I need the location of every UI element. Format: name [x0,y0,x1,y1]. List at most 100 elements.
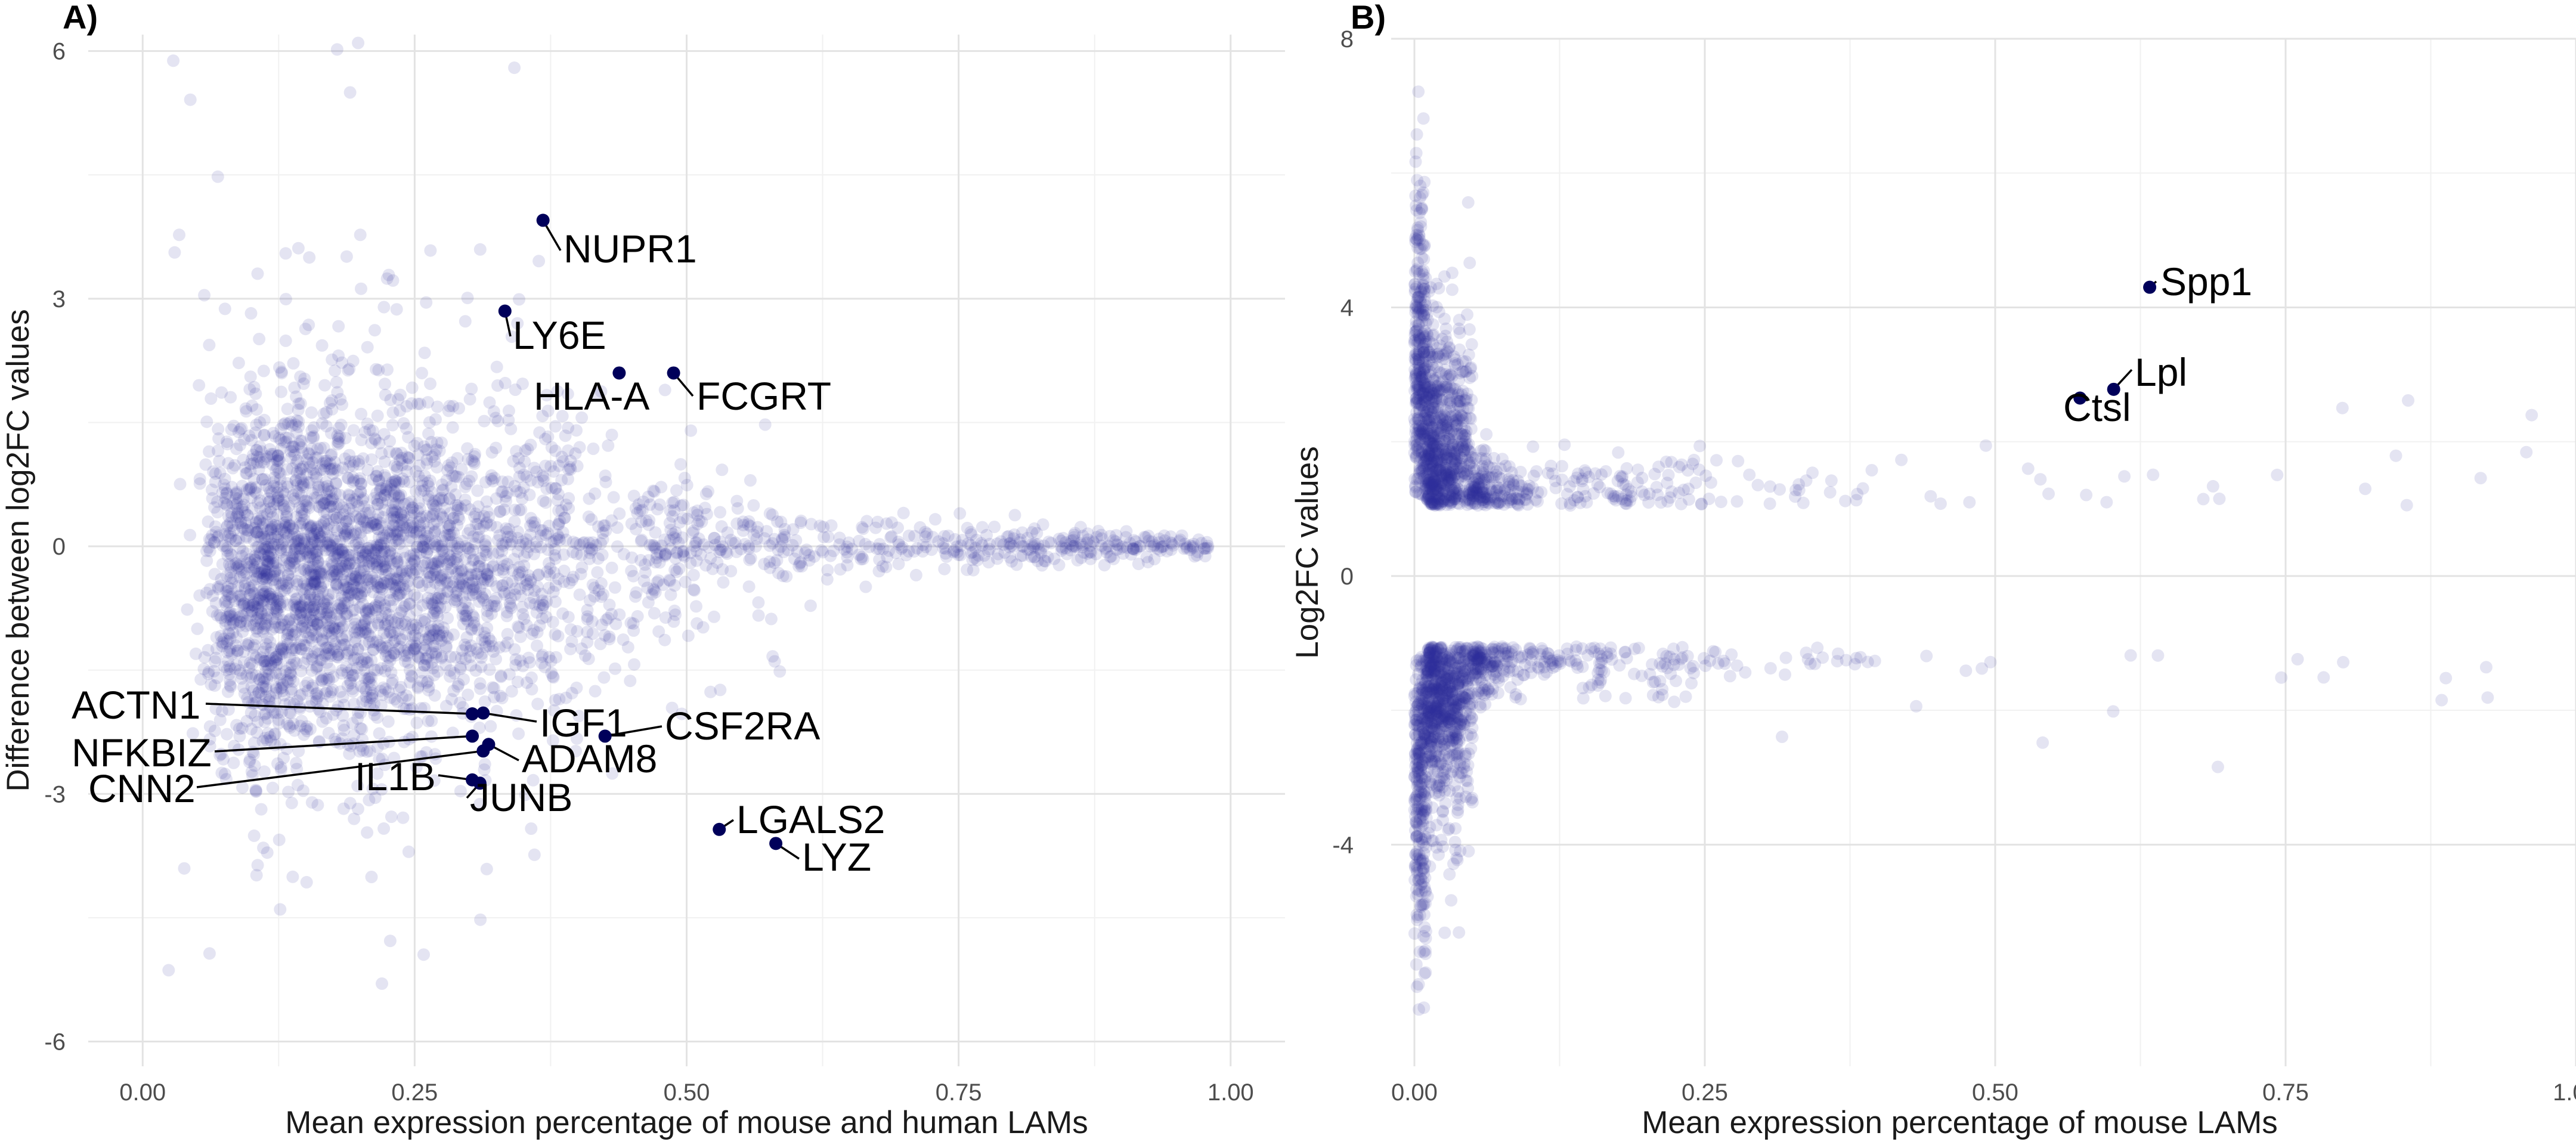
scatter-point [262,556,275,570]
scatter-point [428,623,441,636]
gene-label: ADAM8 [522,736,657,781]
scatter-point [402,431,415,444]
scatter-point [275,366,288,378]
scatter-point [423,416,436,429]
scatter-point [478,763,491,776]
scatter-point [581,626,594,639]
scatter-point [354,566,367,579]
scatter-point [1032,542,1045,555]
scatter-point [388,485,401,498]
scatter-point [536,410,549,423]
scatter-point [508,61,521,75]
scatter-point [402,694,416,707]
scatter-point [760,525,773,538]
scatter-point [243,561,256,574]
scatter-point [402,845,415,858]
scatter-point [466,454,479,467]
scatter-point [670,484,683,497]
scatter-point [379,377,391,391]
scatter-point [627,570,640,583]
scatter-point [355,407,368,420]
scatter-point [699,487,713,500]
scatter-point [501,558,514,571]
scatter-point [284,669,298,682]
scatter-point [386,406,400,419]
scatter-point [547,465,560,478]
scatter-point [258,530,271,543]
scatter-point [321,536,335,549]
scatter-point [357,564,370,577]
scatter-point [1126,542,1140,555]
scatter-point [389,584,402,597]
scatter-point [342,549,355,561]
scatter-point [206,492,219,505]
scatter-point [256,517,270,530]
scatter-point [766,650,779,663]
scatter-point [288,381,301,394]
scatter-point [639,558,652,571]
scatter-point [1443,868,1456,881]
scatter-point [271,454,284,467]
scatter-point [288,556,301,570]
scatter-point [378,455,391,468]
scatter-point [411,649,425,663]
scatter-point [277,494,290,507]
scatter-point [583,492,596,505]
scatter-point [668,579,681,592]
scatter-point [453,580,466,593]
scatter-point [488,600,501,613]
scatter-point [696,621,710,634]
scatter-point [230,485,243,499]
scatter-point [478,573,491,586]
scatter-point [305,695,318,708]
scatter-point [628,658,640,671]
scatter-point [752,609,765,622]
scatter-point [632,498,645,511]
scatter-point [220,498,233,511]
scatter-point [324,494,338,507]
scatter-point [491,414,504,428]
scatter-point [565,686,578,700]
scatter-point [687,583,700,596]
scatter-point [257,676,270,689]
scatter-point [668,564,682,577]
scatter-point [215,766,228,779]
scatter-point [379,664,392,677]
scatter-point [291,578,304,591]
scatter-point [286,628,298,641]
scatter-point [298,532,311,545]
scatter-point [409,548,422,561]
scatter-point [466,554,479,567]
scatter-point [516,565,529,578]
scatter-point [515,503,528,516]
scatter-point [357,514,370,527]
scatter-point [249,600,261,613]
scatter-point [212,423,225,436]
scatter-point [266,552,279,565]
scatter-point [452,565,465,578]
scatter-point [371,409,384,422]
scatter-point [229,639,242,652]
scatter-point [292,242,305,255]
scatter-point [295,620,308,633]
scatter-point [236,722,249,735]
scatter-point [338,578,350,592]
scatter-point [764,612,778,626]
scatter-point [589,487,602,500]
scatter-point [301,684,314,697]
scatter-point [383,435,397,448]
scatter-point [304,541,317,554]
scatter-point [495,485,508,499]
scatter-point [250,403,263,416]
scatter-point [487,559,500,572]
scatter-point [535,612,549,625]
scatter-point [295,599,308,612]
scatter-point [314,580,327,593]
scatter-point [1924,490,1937,503]
scatter-point [233,729,246,742]
scatter-point [496,537,509,550]
highlight-point [482,738,496,751]
scatter-point [556,607,569,620]
scatter-point [351,661,364,674]
scatter-point [258,708,271,721]
